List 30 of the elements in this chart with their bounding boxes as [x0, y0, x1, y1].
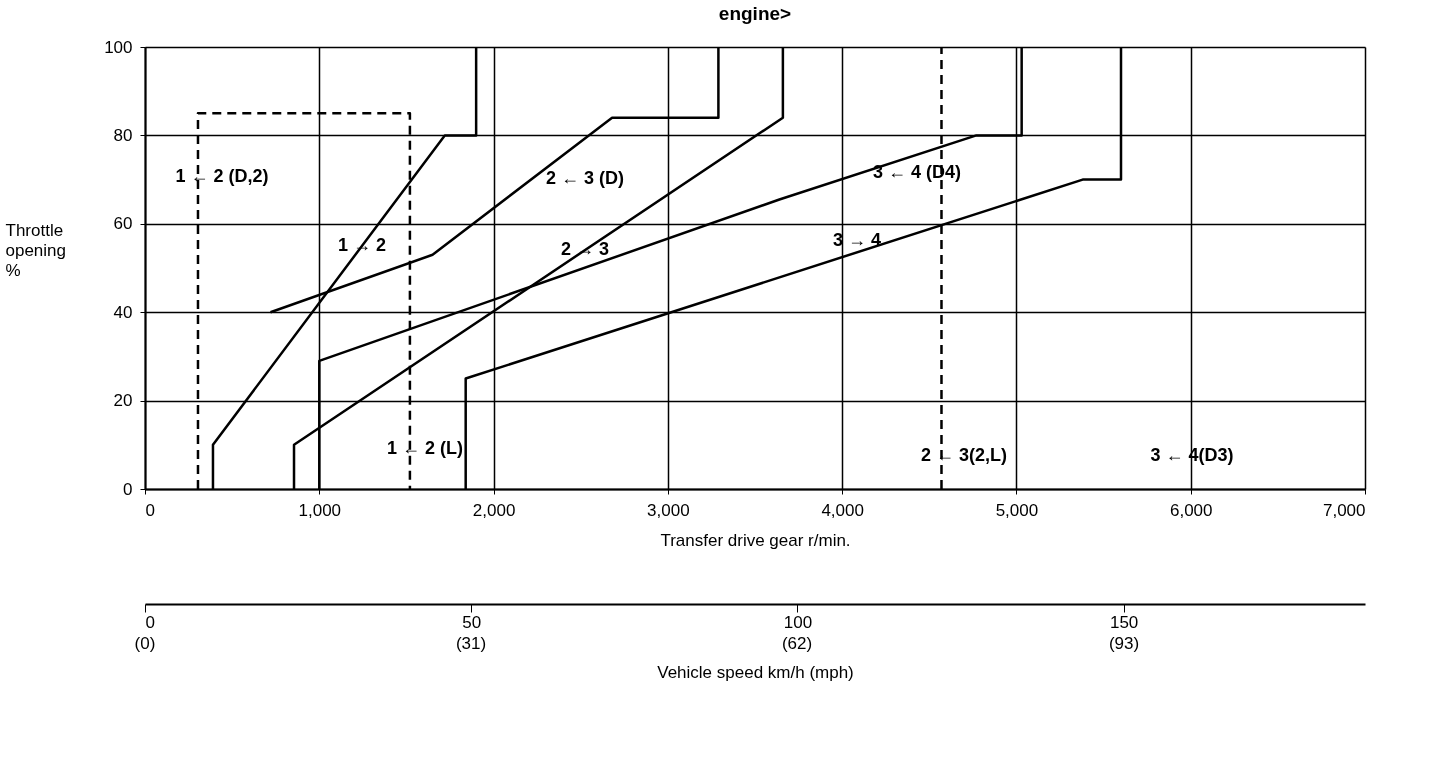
x-tick-label: 5,000	[995, 500, 1039, 520]
x2-tick-label: 0	[145, 612, 155, 632]
x2-tick-label: 50	[462, 612, 482, 632]
x-tick-label: 2,000	[472, 500, 516, 520]
x-tick-label: 7,000	[1322, 500, 1366, 520]
annotation: 1 ← 2 (D,2)	[175, 166, 269, 186]
y-tick-label: 20	[113, 391, 133, 411]
y-axis-title: Throttle opening %	[5, 220, 67, 280]
text: (62)	[781, 634, 813, 653]
x-tick-label: 1,000	[298, 500, 342, 520]
x-tick-label: 6,000	[1169, 500, 1213, 520]
x2-tick-label: 100	[783, 612, 813, 632]
x-tick-label: 3,000	[647, 500, 690, 520]
y-tick-label: 80	[113, 125, 133, 145]
x-axis-title: Transfer drive gear r/min.	[660, 530, 851, 550]
annotation: 2 ← 3 (D)	[545, 168, 625, 188]
y-tick-label: 60	[113, 214, 133, 234]
chart-title: engine>	[718, 3, 792, 24]
y-tick-label: 0	[123, 479, 133, 499]
x2-axis-title: Vehicle speed km/h (mph)	[657, 662, 854, 682]
x-tick-label: 0	[145, 500, 155, 520]
x-tick-label: 4,000	[821, 500, 864, 520]
annotation: 3 → 4	[832, 230, 882, 250]
text: (31)	[455, 634, 487, 653]
x2-tick-label: 150	[1109, 612, 1139, 632]
annotation: 1 ← 2 (L)	[386, 438, 464, 458]
text: (93)	[1108, 634, 1140, 653]
y-tick-label: 40	[113, 302, 133, 322]
text: (0)	[134, 634, 156, 653]
y-tick-label: 100	[104, 37, 133, 57]
